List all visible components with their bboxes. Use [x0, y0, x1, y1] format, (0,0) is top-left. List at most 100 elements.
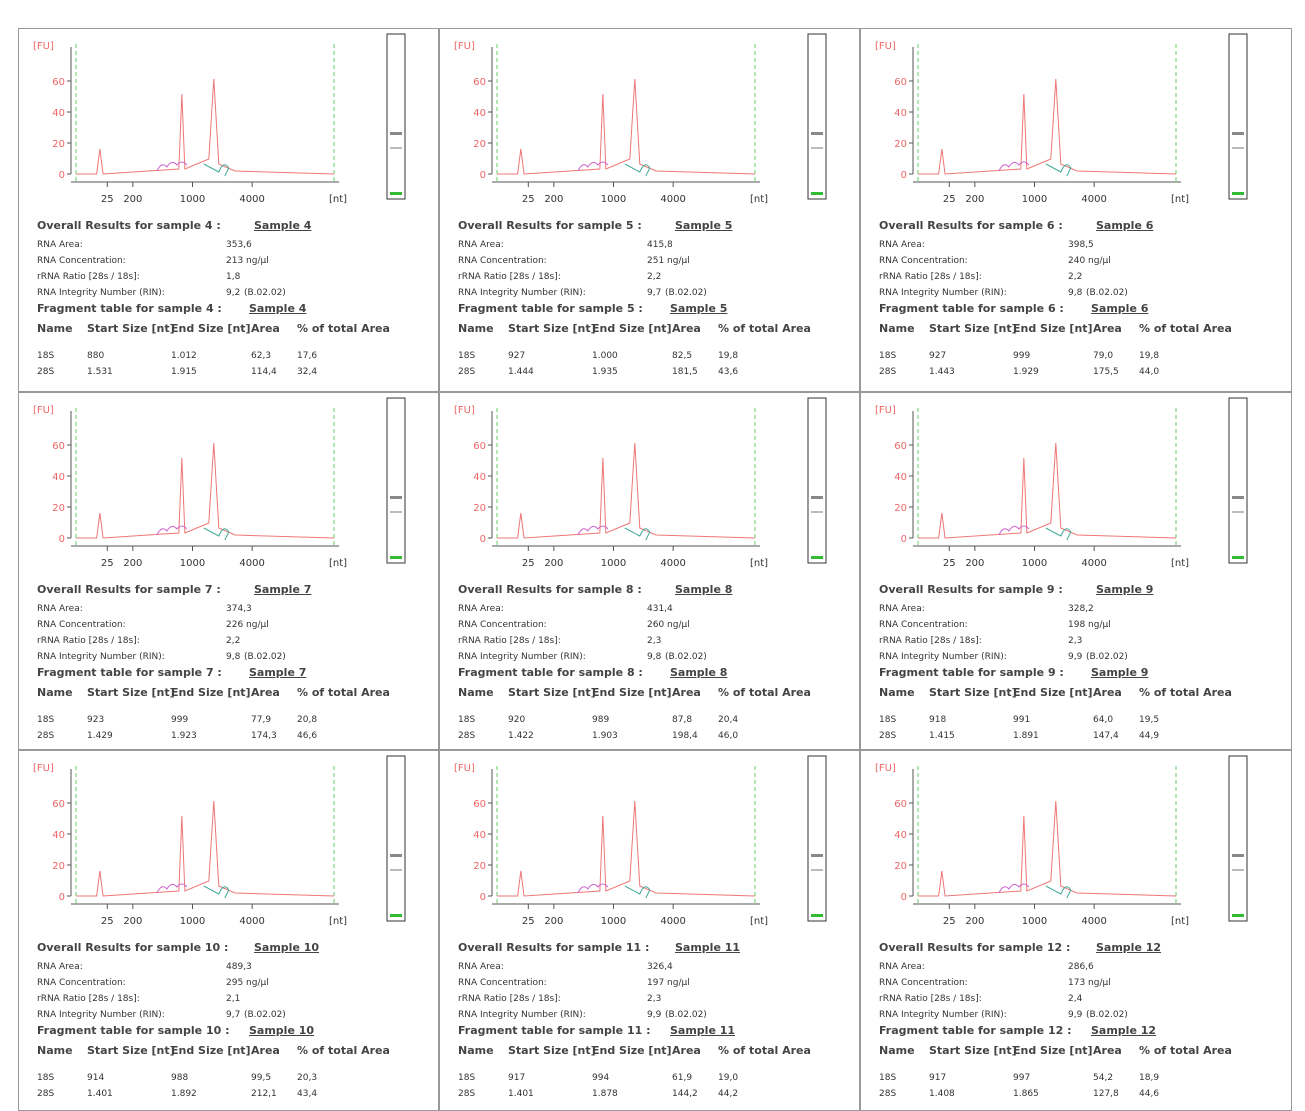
column-header: End Size [nt]	[1013, 1044, 1093, 1057]
result-value: 353,6	[226, 240, 252, 250]
sample-link: Sample 10	[254, 941, 319, 954]
fragment-cell: 18S	[37, 715, 54, 725]
column-header: Start Size [nt]	[87, 322, 175, 335]
fragment-cell: 1.401	[508, 1089, 534, 1099]
x-tick-label: 4000	[660, 194, 685, 205]
result-value: 2,3	[1068, 636, 1082, 646]
result-value: 415,8	[647, 240, 673, 250]
x-tick-label: 200	[965, 916, 984, 927]
x-unit: [nt]	[1171, 194, 1189, 205]
column-header: Start Size [nt]	[508, 1044, 596, 1057]
result-value: 431,4	[647, 604, 673, 614]
y-tick-label: 20	[894, 861, 907, 872]
result-label: rRNA Ratio [28s / 18s]:	[879, 272, 982, 282]
x-tick-label: 1000	[1022, 194, 1047, 205]
y-tick-label: 60	[52, 799, 65, 810]
result-label: RNA Concentration:	[458, 256, 547, 266]
x-tick-label: 25	[101, 194, 114, 205]
fragment-cell: 18S	[37, 1073, 54, 1083]
electropherogram: [FU]02040602520010004000[nt]	[440, 393, 840, 583]
fragment-cell: 44,9	[1139, 731, 1159, 741]
x-tick-label: 200	[544, 194, 563, 205]
gel-lane	[387, 34, 405, 199]
fragment-cell: 917	[508, 1073, 525, 1083]
x-tick-label: 200	[965, 194, 984, 205]
fragment-cell: 917	[929, 1073, 946, 1083]
fragment-cell: 99,5	[251, 1073, 271, 1083]
sample-panel: [FU]02040602520010004000[nt]Overall Resu…	[860, 28, 1292, 392]
fragment-cell: 28S	[879, 1089, 896, 1099]
fragment-cell: 1.408	[929, 1089, 955, 1099]
result-value: 9,9	[647, 1010, 661, 1020]
x-unit: [nt]	[1171, 916, 1189, 927]
fragment-cell: 61,9	[672, 1073, 692, 1083]
column-header: Start Size [nt]	[87, 1044, 175, 1057]
result-label: RNA Concentration:	[879, 620, 968, 630]
result-label: RNA Concentration:	[37, 978, 126, 988]
column-header: % of total Area	[1139, 686, 1232, 699]
result-value: 9,9	[1068, 1010, 1082, 1020]
y-tick-label: 40	[894, 108, 907, 119]
fragment-cell: 147,4	[1093, 731, 1119, 741]
rin-version: (B.02.02)	[665, 652, 707, 662]
electropherogram: [FU]02040602520010004000[nt]	[861, 751, 1261, 941]
x-tick-label: 4000	[239, 558, 264, 569]
y-tick-label: 40	[894, 830, 907, 841]
fragment-cell: 144,2	[672, 1089, 698, 1099]
fragment-cell: 18S	[879, 715, 896, 725]
gel-band	[390, 511, 402, 513]
result-label: RNA Integrity Number (RIN):	[879, 1010, 1007, 1020]
x-tick-label: 4000	[1081, 558, 1106, 569]
electropherogram: [FU]02040602520010004000[nt]	[861, 393, 1261, 583]
column-header: Name	[879, 1044, 915, 1057]
gel-band	[1232, 132, 1244, 135]
fragment-link: Sample 11	[670, 1024, 735, 1037]
column-header: Start Size [nt]	[87, 686, 175, 699]
x-unit: [nt]	[1171, 558, 1189, 569]
column-header: End Size [nt]	[171, 686, 251, 699]
result-value: 9,2	[226, 288, 240, 298]
electropherogram: [FU]02040602520010004000[nt]	[19, 393, 419, 583]
trace	[918, 801, 1176, 896]
column-header: End Size [nt]	[171, 1044, 251, 1057]
overall-title: Overall Results for sample 5 :	[458, 219, 642, 232]
gel-band	[811, 869, 823, 871]
trace	[918, 79, 1176, 174]
x-tick-label: 200	[123, 916, 142, 927]
result-label: RNA Integrity Number (RIN):	[458, 288, 586, 298]
y-tick-label: 0	[901, 170, 907, 181]
result-label: RNA Area:	[37, 962, 83, 972]
sample-link: Sample 8	[675, 583, 732, 596]
fragment-title: Fragment table for sample 9 :	[879, 666, 1064, 679]
result-label: rRNA Ratio [28s / 18s]:	[37, 272, 140, 282]
x-tick-label: 25	[522, 194, 535, 205]
y-tick-label: 0	[901, 534, 907, 545]
result-label: RNA Concentration:	[37, 256, 126, 266]
fragment-cell: 988	[171, 1073, 188, 1083]
gel-marker	[1232, 556, 1244, 559]
result-value: 197 ng/µl	[647, 978, 690, 988]
gel-lane	[808, 398, 826, 563]
fragment-link: Sample 4	[249, 302, 306, 315]
result-label: rRNA Ratio [28s / 18s]:	[879, 636, 982, 646]
fragment-cell: 923	[87, 715, 104, 725]
fragment-title: Fragment table for sample 11 :	[458, 1024, 651, 1037]
y-tick-label: 40	[473, 830, 486, 841]
rin-version: (B.02.02)	[1086, 1010, 1128, 1020]
gel-band	[811, 511, 823, 513]
fragment-cell: 19,8	[1139, 351, 1159, 361]
column-header: Area	[672, 686, 701, 699]
electropherogram: [FU]02040602520010004000[nt]	[19, 29, 419, 219]
x-tick-label: 200	[965, 558, 984, 569]
result-value: 295 ng/µl	[226, 978, 269, 988]
fragment-cell: 19,8	[718, 351, 738, 361]
result-label: rRNA Ratio [28s / 18s]:	[458, 272, 561, 282]
result-label: RNA Concentration:	[879, 256, 968, 266]
fragment-cell: 18S	[37, 351, 54, 361]
result-value: 9,8	[226, 652, 240, 662]
y-tick-label: 40	[894, 472, 907, 483]
fragment-cell: 1.443	[929, 367, 955, 377]
